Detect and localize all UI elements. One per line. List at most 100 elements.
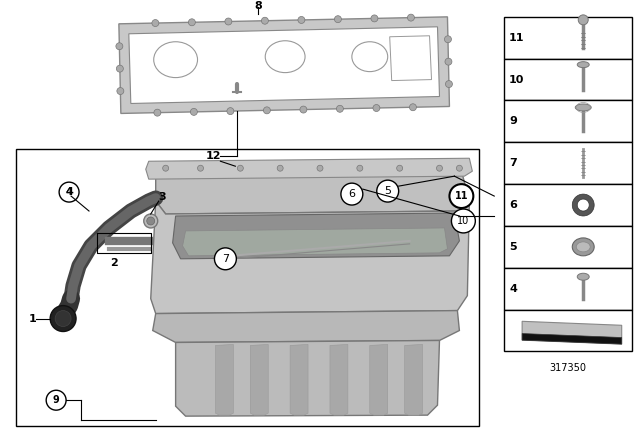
Circle shape [227,108,234,115]
Circle shape [116,43,123,50]
Ellipse shape [575,104,591,111]
Circle shape [371,15,378,22]
Polygon shape [153,310,460,342]
Text: 11: 11 [454,191,468,201]
Circle shape [337,105,344,112]
Circle shape [214,248,236,270]
Circle shape [190,108,197,116]
Circle shape [147,217,155,225]
Text: 3: 3 [158,192,166,202]
Circle shape [408,14,415,21]
Circle shape [198,165,204,171]
Text: 1: 1 [28,314,36,323]
Circle shape [277,165,283,171]
Circle shape [163,165,169,171]
Polygon shape [390,36,431,81]
Polygon shape [119,17,449,113]
Bar [504,17,632,59]
Circle shape [188,19,195,26]
Circle shape [451,209,476,233]
Circle shape [445,81,452,87]
Text: 6: 6 [509,200,517,210]
Ellipse shape [576,242,590,252]
Bar [504,226,632,268]
Text: 12: 12 [205,151,221,161]
Circle shape [341,183,363,205]
Text: 5: 5 [509,242,517,252]
Circle shape [300,106,307,113]
Text: 7: 7 [509,158,517,168]
Circle shape [373,104,380,112]
Circle shape [116,65,124,72]
Bar [504,268,632,310]
Text: 5: 5 [384,186,391,196]
Polygon shape [173,213,460,259]
Text: 4: 4 [66,187,72,197]
Circle shape [50,306,76,332]
Text: 7: 7 [222,254,229,264]
Circle shape [444,36,451,43]
Polygon shape [522,321,621,344]
Text: 9: 9 [52,395,60,405]
Ellipse shape [265,41,305,73]
Circle shape [377,180,399,202]
Polygon shape [290,345,308,415]
Text: 8: 8 [254,1,262,11]
Circle shape [335,16,341,23]
Text: 6: 6 [348,189,355,199]
Polygon shape [250,345,268,415]
Circle shape [144,214,157,228]
Bar [16,149,479,426]
Text: 4: 4 [65,187,73,197]
Text: 10: 10 [509,74,525,85]
Circle shape [397,165,403,171]
Polygon shape [175,340,440,416]
Polygon shape [404,345,422,415]
Circle shape [445,58,452,65]
Circle shape [317,165,323,171]
Polygon shape [522,334,621,344]
Text: 9: 9 [509,116,517,126]
Circle shape [579,15,588,25]
Circle shape [46,390,66,410]
Bar [504,142,632,184]
Wedge shape [572,194,594,216]
Circle shape [264,107,270,114]
Polygon shape [182,228,447,256]
Ellipse shape [352,42,388,72]
Circle shape [410,104,417,111]
Text: 317350: 317350 [549,363,586,373]
Text: 10: 10 [457,216,470,226]
Ellipse shape [572,238,594,256]
Circle shape [117,87,124,95]
Polygon shape [151,201,469,314]
Text: 4: 4 [509,284,517,294]
Text: 2: 2 [110,258,118,268]
Circle shape [237,165,243,171]
Circle shape [456,165,462,171]
Polygon shape [370,345,388,415]
Circle shape [152,20,159,26]
Bar [504,310,632,351]
Circle shape [154,109,161,116]
Bar [504,184,632,226]
Polygon shape [216,345,234,415]
Circle shape [55,310,71,327]
Circle shape [261,17,268,24]
Circle shape [59,182,79,202]
Polygon shape [146,158,472,179]
Circle shape [449,184,474,208]
Polygon shape [330,345,348,415]
Circle shape [225,18,232,25]
Polygon shape [129,27,440,103]
Circle shape [357,165,363,171]
Circle shape [436,165,442,171]
Text: 11: 11 [509,33,525,43]
Polygon shape [156,163,469,214]
Bar [504,100,632,142]
Bar [504,59,632,100]
Ellipse shape [577,62,589,68]
Circle shape [298,17,305,23]
Ellipse shape [154,42,198,78]
Ellipse shape [577,273,589,280]
